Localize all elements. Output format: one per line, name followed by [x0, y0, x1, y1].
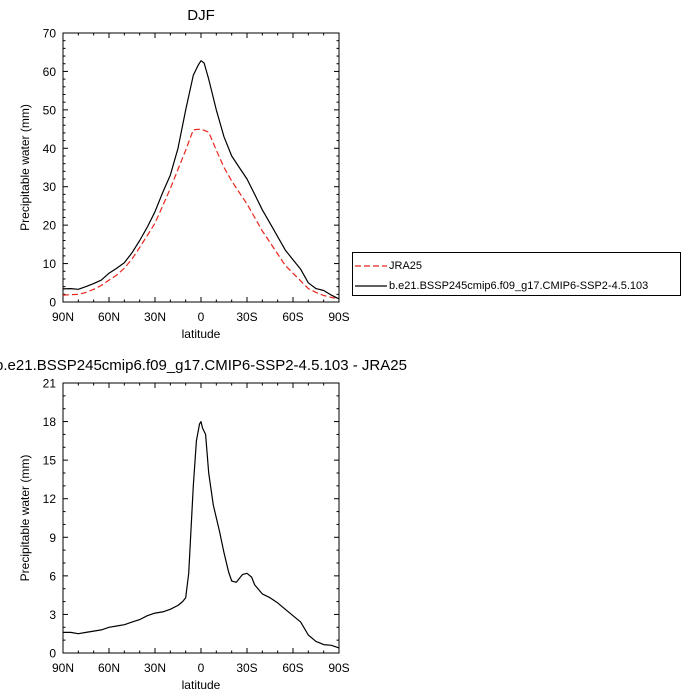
chart2-xtick-label: 90S: [328, 661, 349, 675]
chart1-xtick-label: 60S: [282, 310, 303, 324]
chart2-ytick-label: 21: [43, 377, 57, 391]
chart1-ytick-label: 10: [43, 257, 57, 271]
chart1-plot-frame: [62, 32, 340, 303]
legend-item-model: b.e21.BSSP245cmip6.f09_g17.CMIP6-SSP2-4.…: [355, 276, 648, 296]
chart1-series-line-1: [62, 128, 340, 300]
legend-item-jra25: JRA25: [355, 256, 422, 276]
chart1-xtick-label: 90N: [52, 310, 74, 324]
chart2-ytick-label: 18: [43, 415, 57, 429]
chart1-ytick-label: 70: [43, 27, 57, 41]
legend-line-dashed-red: [355, 265, 387, 267]
chart1-ytick-label: 60: [43, 65, 57, 79]
chart2-xtick-label: 60S: [282, 661, 303, 675]
chart2-xtick-label: 60N: [98, 661, 120, 675]
chart1-xtick-label: 90S: [328, 310, 349, 324]
chart1-xtick-label: 30S: [236, 310, 257, 324]
chart1-ytick-label: 50: [43, 103, 57, 117]
chart2-xtick-label: 30N: [144, 661, 166, 675]
chart1-ytick-label: 0: [49, 296, 56, 310]
chart1-ytick-label: 40: [43, 142, 57, 156]
chart2-series-line-1: [63, 421, 340, 649]
chart1-xtick-label: 30N: [144, 310, 166, 324]
chart2-ytick-label: 9: [49, 531, 56, 545]
legend-line-solid-black: [355, 285, 387, 287]
chart2-ytick-label: 3: [49, 608, 56, 622]
chart1-series-line-2: [62, 60, 340, 300]
chart2-x-axis-label: latitude: [182, 678, 221, 692]
chart1-xtick-label: 60N: [98, 310, 120, 324]
chart2-ytick-label: 6: [49, 569, 56, 583]
chart1-xtick-label: 0: [198, 310, 205, 324]
legend-label-model: b.e21.BSSP245cmip6.f09_g17.CMIP6-SSP2-4.…: [389, 280, 649, 292]
chart2-ytick-label: 15: [43, 454, 57, 468]
chart2-xtick-label: 30S: [236, 661, 257, 675]
chart1-ytick-label: 20: [43, 219, 57, 233]
chart2-ytick-label: 12: [43, 492, 57, 506]
legend: JRA25 b.e21.BSSP245cmip6.f09_g17.CMIP6-S…: [352, 252, 681, 296]
legend-label-jra25: JRA25: [389, 260, 423, 272]
chart2-ytick-label: 0: [49, 647, 56, 661]
chart1-x-axis-label: latitude: [182, 327, 221, 341]
chart2-y-axis-label: Precipitable water (mm): [18, 455, 32, 582]
chart2-xtick-label: 0: [198, 661, 205, 675]
chart2-title: b.e21.BSSP245cmip6.f09_g17.CMIP6-SSP2-4.…: [0, 357, 407, 374]
chart1-title: DJF: [187, 7, 215, 24]
chart1-y-axis-label: Precipitable water (mm): [18, 104, 32, 231]
chart2-xtick-label: 90N: [52, 661, 74, 675]
chart1-ytick-label: 30: [43, 180, 57, 194]
